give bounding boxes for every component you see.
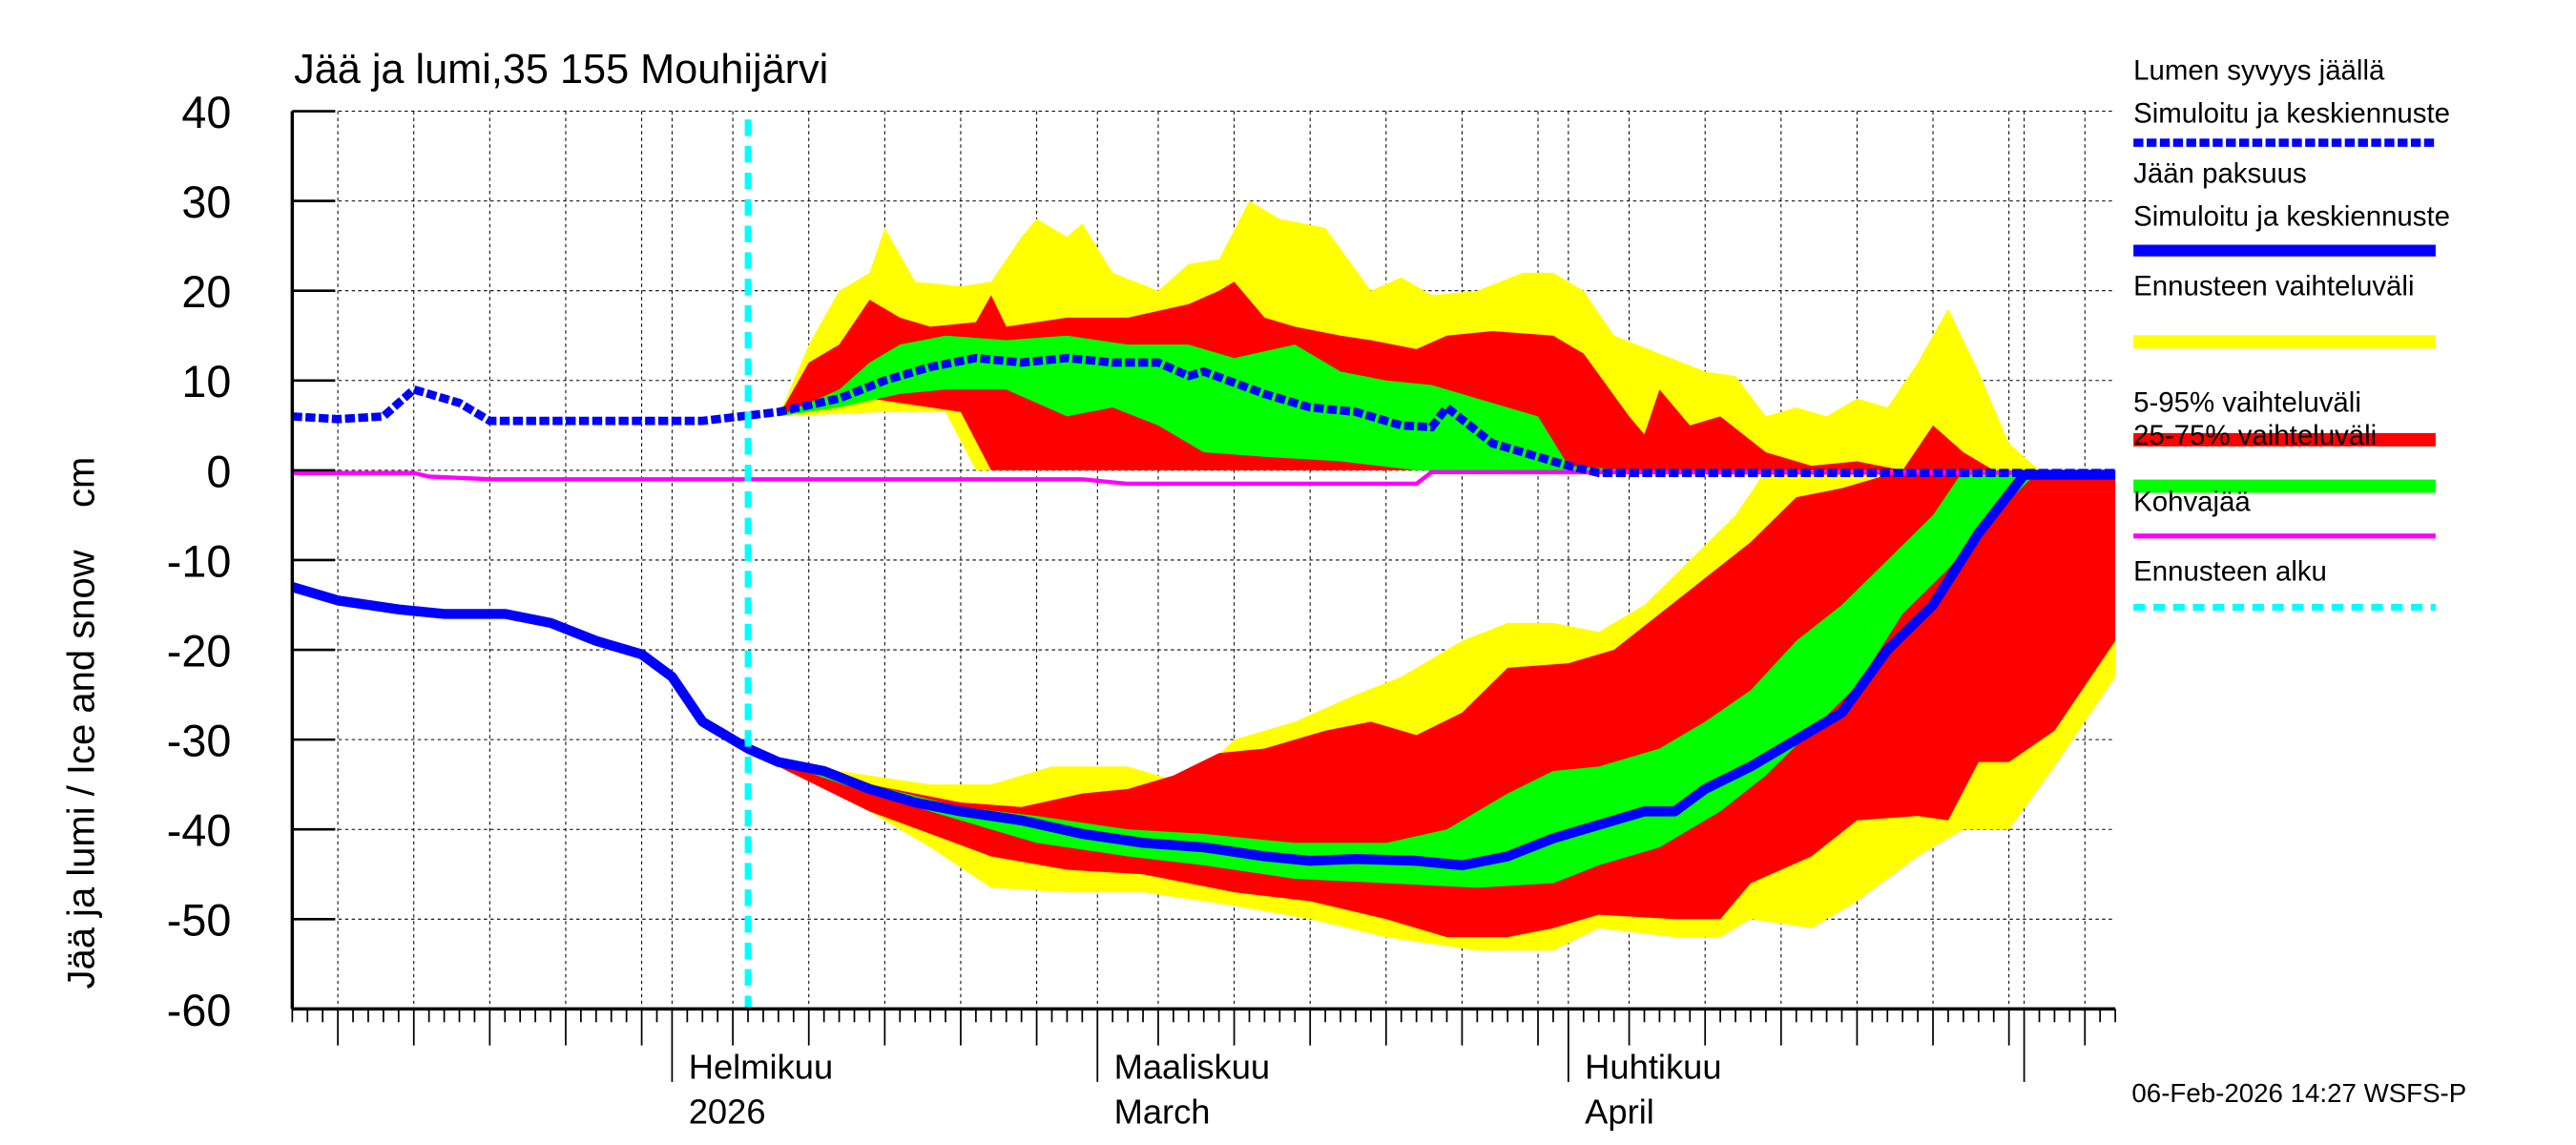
- band-snow-25-75-vaihteluv-li: [778, 335, 1630, 470]
- y-tick-label: -50: [167, 896, 232, 946]
- axes: 40 30 20 10 0 -10 -20 -30 -40 -50 -60 Helmikuu 2026 M…: [167, 88, 2116, 1131]
- legend-label: Lumen syvyys jäällä: [2133, 54, 2385, 86]
- legend-label-sub: Simuloitu ja keskiennuste: [2133, 98, 2450, 130]
- series-line-kohvajaa: [292, 469, 2116, 487]
- month-label-sub: April: [1585, 1092, 1654, 1131]
- y-tick-label: -40: [167, 806, 232, 856]
- y-tick-label: 40: [181, 88, 231, 137]
- month-label-sub: 2026: [689, 1092, 766, 1131]
- timestamp: 06-Feb-2026 14:27 WSFS-P: [2131, 1078, 2466, 1108]
- legend-label: Ennusteen alku: [2133, 556, 2327, 588]
- month-label: Huhtikuu: [1585, 1047, 1721, 1086]
- legend: Lumen syvyys jäällä Simuloitu ja keskienn…: [2133, 54, 2450, 611]
- y-tick-label: -60: [167, 986, 232, 1035]
- chart-title: Jää ja lumi,35 155 Mouhijärvi: [294, 47, 828, 93]
- series-lines: [290, 119, 2116, 1010]
- legend-label: Kohvajää: [2133, 487, 2251, 518]
- legend-label: 25-75% vaihteluväli: [2133, 420, 2377, 451]
- month-label: Maaliskuu: [1114, 1047, 1271, 1086]
- y-tick-label: 30: [181, 177, 231, 227]
- y-tick-label: 0: [206, 447, 231, 496]
- legend-label: Jään paksuus: [2133, 157, 2307, 189]
- y-tick-label: -30: [167, 716, 232, 765]
- series-line-ice-thickness: [290, 469, 2116, 871]
- band-snow-5-95-vaihteluv-li: [778, 281, 1994, 470]
- y-tick-label: 10: [181, 357, 231, 406]
- month-label: Helmikuu: [689, 1047, 833, 1086]
- y-tick-label: 20: [181, 267, 231, 317]
- y-axis-label: Jää ja lumi / Ice and snow cm: [61, 457, 103, 989]
- legend-label-sub: Simuloitu ja keskiennuste: [2133, 200, 2450, 232]
- month-label-sub: March: [1114, 1092, 1211, 1131]
- y-tick-label: -20: [167, 626, 232, 676]
- bands: [778, 200, 2116, 951]
- band-ice-5-95-vaihteluv-li: [778, 469, 2116, 938]
- y-tick-label: -10: [167, 536, 232, 586]
- series-line-snow-depth: [292, 353, 2116, 478]
- legend-label: Ennusteen vaihteluväli: [2133, 271, 2414, 302]
- legend-label: 5-95% vaihteluväli: [2133, 386, 2361, 418]
